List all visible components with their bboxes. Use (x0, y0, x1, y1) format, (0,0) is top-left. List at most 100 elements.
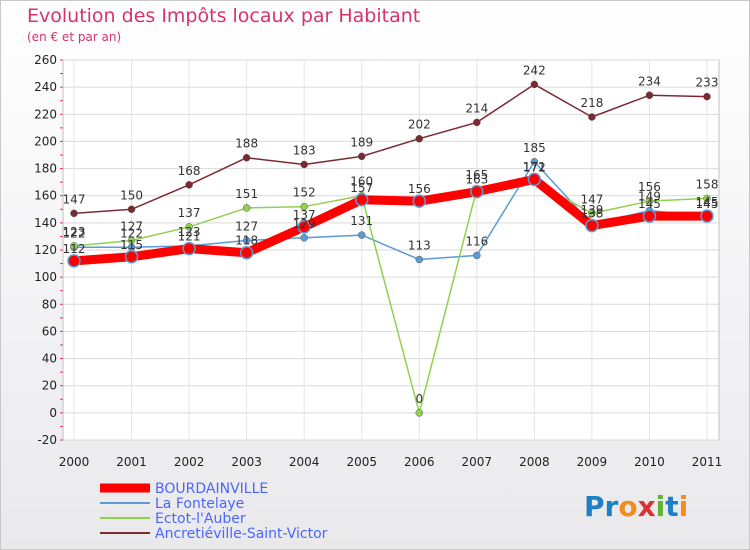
data-label: 122 (120, 226, 143, 240)
data-label: 145 (638, 197, 661, 211)
data-label: 123 (63, 225, 86, 239)
logo-letter: x (638, 490, 656, 523)
point-s1-6 (415, 255, 424, 264)
point-s0-2 (182, 241, 196, 256)
point-s0-3 (239, 245, 254, 260)
point-s3-1 (127, 205, 136, 214)
data-label: 183 (293, 144, 316, 158)
data-label: 112 (63, 242, 86, 256)
point-s3-5 (357, 152, 366, 161)
point-s2-9 (588, 209, 596, 218)
data-label: 185 (523, 141, 546, 155)
data-label: 145 (696, 195, 719, 209)
data-label: 113 (408, 239, 431, 253)
data-label: 123 (178, 225, 201, 239)
y-tick-label: 40 (42, 352, 57, 366)
proxiti-logo: Proxiti (584, 490, 688, 523)
x-tick-label: 2003 (231, 455, 262, 469)
data-label: 151 (235, 187, 258, 201)
point-s0-10 (642, 209, 657, 223)
point-s2-1 (127, 236, 136, 245)
data-label: 137 (178, 206, 201, 220)
data-label: 163 (465, 173, 488, 187)
legend-label-0: BOURDAINVILLE (155, 481, 268, 497)
data-label: 129 (293, 217, 316, 231)
data-label: 145 (696, 197, 719, 211)
y-tick-label: 240 (34, 80, 57, 94)
x-tick-label: 2005 (346, 455, 377, 469)
data-label: 118 (235, 234, 258, 248)
logo-letter: i (679, 490, 689, 523)
x-tick-label: 2009 (577, 455, 608, 469)
point-s3-2 (185, 181, 193, 189)
y-tick-label: 160 (34, 189, 57, 203)
x-tick-label: 2002 (174, 455, 205, 469)
x-tick-label: 2006 (404, 455, 435, 469)
point-s2-4 (300, 202, 308, 211)
series-line-0 (69, 174, 712, 266)
data-label: 233 (696, 76, 719, 90)
y-tick-label: 180 (34, 162, 57, 176)
data-label: 137 (293, 208, 316, 222)
data-label: 157 (350, 181, 373, 195)
point-s3-3 (242, 153, 251, 162)
point-s1-7 (473, 251, 481, 260)
data-label: 122 (63, 226, 86, 240)
data-label: 127 (120, 220, 143, 234)
logo-letter: r (605, 490, 619, 523)
y-tick-label: 60 (42, 324, 57, 338)
x-tick-label: 2004 (289, 455, 320, 469)
point-s1-8 (530, 158, 539, 166)
logo-letter: t (665, 490, 678, 523)
x-tick-label: 2008 (519, 455, 550, 469)
y-tick-label: 200 (34, 134, 57, 148)
data-label: 127 (235, 220, 258, 234)
data-label: 202 (408, 118, 431, 132)
data-label: 156 (638, 180, 661, 194)
legend-label-2: Ectot-l'Auber (155, 511, 246, 527)
point-s3-4 (300, 160, 308, 169)
data-label: 150 (120, 188, 143, 202)
y-tick-label: 120 (34, 243, 57, 257)
logo-letter: P (584, 490, 605, 523)
y-tick-label: -20 (37, 433, 57, 447)
axes: -20 0 20 40 60 80 100 120 140 160 180 200 220 240 260 2… (34, 53, 722, 469)
logo-letter: i (656, 490, 666, 523)
logo-text: Proxiti (584, 490, 688, 523)
point-s0-1 (124, 250, 139, 264)
series-line-3 (73, 83, 708, 215)
point-s2-3 (242, 204, 251, 212)
data-label: 188 (235, 137, 258, 151)
y-tick-label: 80 (42, 297, 57, 311)
point-s3-0 (70, 209, 78, 218)
point-s2-6 (415, 409, 424, 417)
data-label: 116 (465, 234, 488, 248)
y-tick-label: 100 (34, 270, 57, 284)
y-tick-label: 140 (34, 216, 57, 230)
x-tick-label: 2000 (59, 455, 90, 469)
legend-label-1: La Fontelaye (155, 496, 244, 512)
point-s0-4 (297, 220, 311, 234)
x-tick-label: 2010 (634, 455, 665, 469)
data-label: 234 (638, 74, 661, 88)
point-s0-5 (354, 193, 369, 207)
data-label: 168 (178, 164, 201, 178)
point-s0-7 (470, 184, 484, 199)
point-s0-9 (585, 218, 599, 233)
data-label: 160 (350, 175, 373, 189)
chart-subtitle: (en € et par an) (27, 30, 122, 44)
point-s3-6 (415, 134, 424, 143)
data-label: 165 (465, 168, 488, 182)
data-label: 214 (465, 101, 488, 115)
point-s0-6 (412, 194, 427, 208)
data-label: 138 (580, 207, 603, 221)
point-s0-8 (527, 172, 542, 187)
data-label: 0 (415, 392, 423, 406)
data-label: 147 (63, 192, 86, 206)
data-label: 131 (350, 214, 373, 228)
logo-letter: o (618, 490, 637, 523)
point-s3-9 (588, 113, 596, 121)
point-s3-8 (530, 80, 539, 89)
